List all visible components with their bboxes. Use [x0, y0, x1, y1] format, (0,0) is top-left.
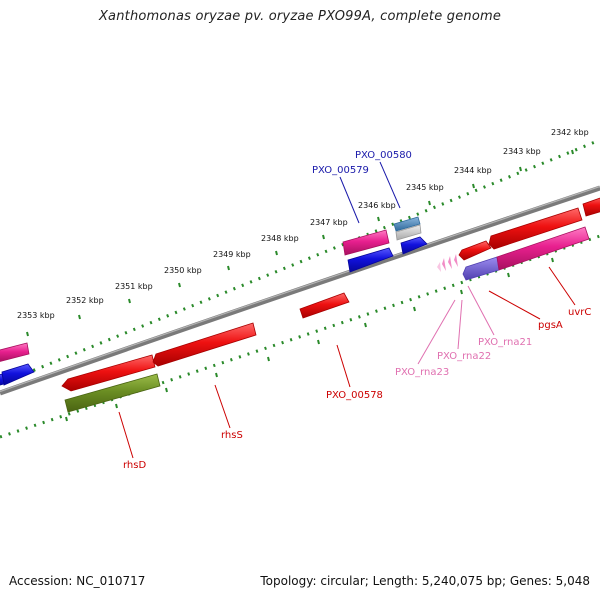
accession-text: Accession: NC_010717 [9, 574, 146, 588]
ruler-label: 2343 kbp [503, 147, 541, 156]
upper-tick-track [0, 138, 600, 386]
ruler-label: 2348 kbp [261, 234, 299, 243]
page-title: Xanthomonas oryzae pv. oryzae PXO99A, co… [98, 9, 502, 24]
gene-arrow-uvrC [496, 226, 590, 271]
gene-label-PXO_rna23: PXO_rna23 [395, 367, 449, 378]
rna-arrow-pale [437, 262, 441, 272]
gene-arrow-PXO_00580-blue [400, 236, 428, 255]
gene-arrow-PXO_00579 [342, 229, 390, 256]
rna-arrow-PXO_rna23 [442, 258, 446, 271]
ruler-label: 2352 kbp [66, 296, 104, 305]
gene-arrow-red-pgsA [488, 207, 583, 250]
gene-label-uvrC: uvrC [568, 307, 591, 318]
PXO_rna23-leader [417, 299, 456, 365]
pgsA-leader [488, 290, 541, 320]
gene-arrow-PXO_00580-steel [393, 216, 421, 232]
gene-label-rhsS: rhsS [221, 430, 243, 441]
genome-backbone [0, 185, 600, 396]
ruler-label: 2345 kbp [406, 183, 444, 192]
ruler-label: 2350 kbp [164, 266, 202, 275]
ruler-labels: 2353 kbp 2352 kbp 2351 kbp 2350 kbp 2349… [17, 128, 589, 320]
gene-arrow-PXO_00580-gray [395, 224, 422, 241]
gene-arrow-red-1 [61, 354, 156, 392]
rna-arrow-PXO_rna22 [448, 256, 452, 269]
rhsD-leader [118, 411, 134, 459]
gene-label-PXO_00578: PXO_00578 [326, 390, 383, 401]
gene-label-rhsD: rhsD [123, 460, 146, 471]
ruler-label: 2351 kbp [115, 282, 153, 291]
gene-arrow-purple [462, 256, 500, 281]
gene-arrow-PXO_00578 [299, 292, 350, 319]
gene-label-pgsA: pgsA [538, 320, 563, 331]
gene-arrow-olive [64, 373, 161, 413]
gene-labels: rhsD rhsS PXO_00578 PXO_00579 PXO_00580 … [123, 150, 591, 471]
topology-text: Topology: circular; Length: 5,240,075 bp… [260, 574, 590, 588]
gene-arrow-red-small [458, 240, 492, 261]
gene-arrow-red-2 [152, 322, 257, 367]
label-leader-lines [118, 161, 576, 459]
PXO_00579-leader [339, 176, 360, 224]
rna-arrow-PXO_rna21 [454, 254, 458, 267]
uvrC-leader [548, 266, 576, 306]
lower-tick-track [0, 234, 600, 439]
rhsS-leader [214, 384, 231, 429]
PXO_rna21-leader [467, 285, 495, 336]
gene-arrow-magenta-left [0, 342, 30, 362]
gene-label-PXO_00580: PXO_00580 [355, 150, 412, 161]
gene-label-PXO_00579: PXO_00579 [312, 165, 369, 176]
ruler-label: 2346 kbp [358, 201, 396, 210]
genome-backbone-highlight [0, 185, 600, 393]
ruler-label: 2353 kbp [17, 311, 55, 320]
PXO_rna22-leader [457, 299, 463, 350]
ruler-label: 2349 kbp [213, 250, 251, 259]
gene-arrow-blue-PXO_00579 [347, 247, 394, 273]
PXO_00578-leader [336, 344, 351, 388]
gene-arrows [0, 197, 600, 413]
upper-major-ticks [26, 149, 574, 337]
ruler-label: 2342 kbp [551, 128, 589, 137]
PXO_00580-leader [379, 161, 401, 209]
lower-major-ticks [65, 257, 554, 422]
ruler-label: 2344 kbp [454, 166, 492, 175]
gene-arrow-red-right [582, 197, 600, 217]
gene-label-PXO_rna22: PXO_rna22 [437, 351, 491, 362]
gene-label-PXO_rna21: PXO_rna21 [478, 337, 532, 348]
gene-arrow-blue-left-edge [0, 373, 5, 386]
ruler-label: 2347 kbp [310, 218, 348, 227]
